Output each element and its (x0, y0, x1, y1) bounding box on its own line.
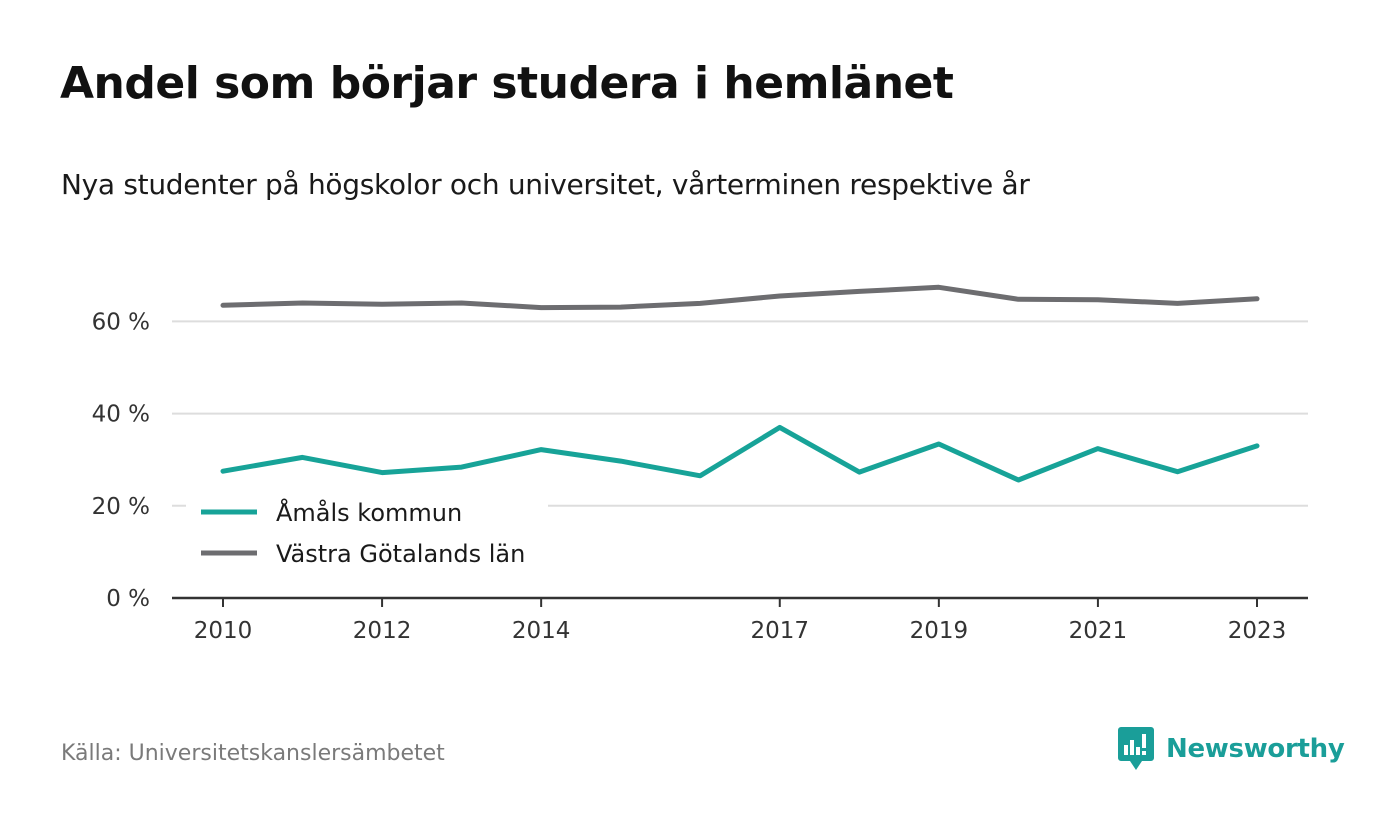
x-tick-label: 2019 (910, 618, 969, 644)
y-tick-label: 20 % (92, 494, 150, 520)
source-note: Källa: Universitetskanslersämbetet (61, 741, 445, 766)
chart-title: Andel som börjar studera i hemlänet (60, 58, 954, 109)
x-tick-label: 2012 (353, 618, 412, 644)
brand-logo: Newsworthy (1118, 726, 1345, 772)
legend-label: Västra Götalands län (276, 540, 525, 568)
series-line-0 (220, 424, 1260, 483)
y-tick-label: 60 % (92, 309, 150, 335)
newsworthy-logo-icon (1118, 727, 1154, 770)
series-line-1 (220, 284, 1260, 311)
line-chart: 0 % 20 % 40 % 60 % 2010 2012 2014 2017 2019 2021… (92, 284, 1308, 644)
brand-name: Newsworthy (1166, 734, 1345, 764)
x-tick-label: 2021 (1069, 618, 1128, 644)
x-tick-label: 2023 (1228, 618, 1287, 644)
legend-label: Åmåls kommun (276, 498, 462, 527)
chart-subtitle: Nya studenter på högskolor och universit… (61, 168, 1030, 201)
x-tick-label: 2010 (194, 618, 253, 644)
x-tick-label: 2017 (750, 618, 809, 644)
legend: Åmåls kommun Västra Götalands län (186, 490, 548, 580)
legend-background (186, 490, 548, 580)
series-lines (220, 284, 1260, 483)
x-tick-label: 2014 (512, 618, 571, 644)
x-axis-ticks: 2010 2012 2014 2017 2019 2021 2023 (194, 598, 1287, 644)
gridlines (172, 320, 1308, 507)
y-tick-label: 0 % (106, 586, 150, 612)
y-tick-label: 40 % (92, 402, 150, 428)
y-axis-ticks: 0 % 20 % 40 % 60 % (92, 309, 150, 612)
